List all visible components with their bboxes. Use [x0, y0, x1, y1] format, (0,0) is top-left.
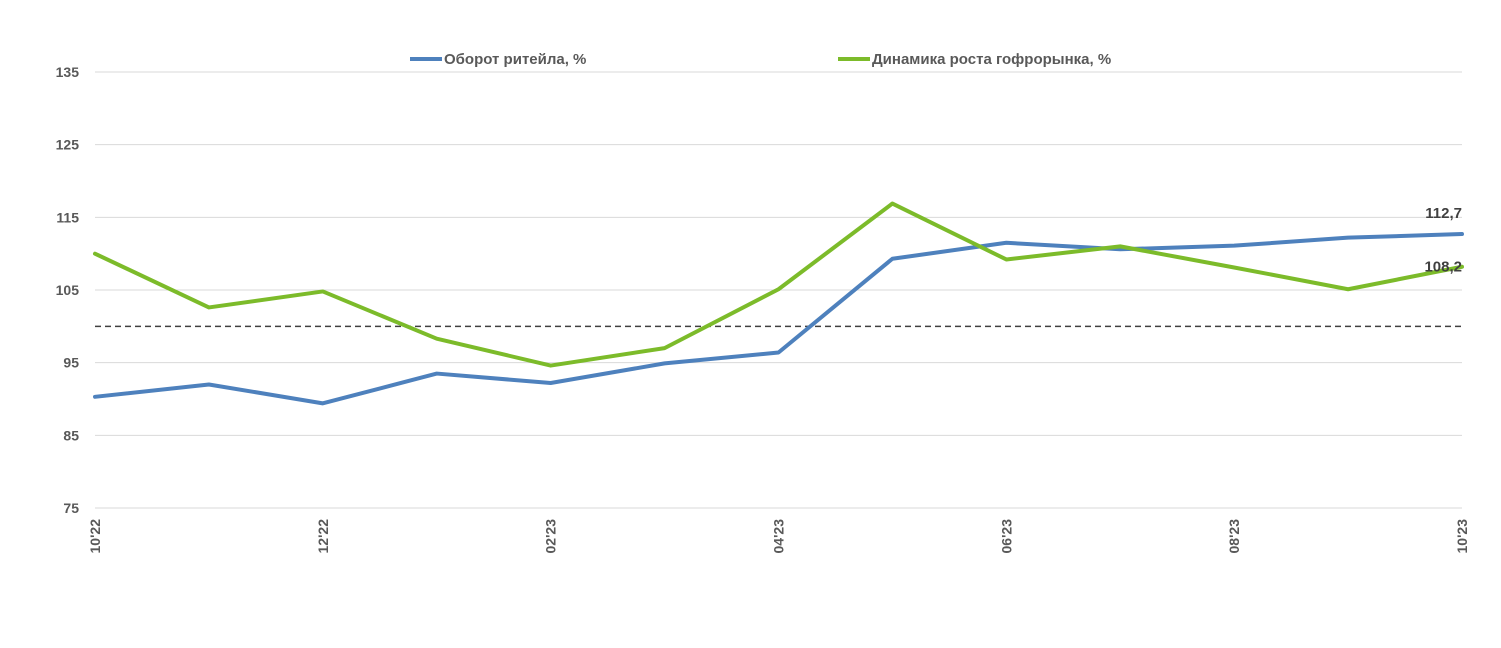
legend-label-corrugated: Динамика роста гофрорынка, %: [872, 51, 1111, 68]
x-tick-label: 06'23: [998, 519, 1014, 554]
legend-item-corrugated: Динамика роста гофрорынка, %: [838, 51, 1111, 68]
x-tick-label: 12'22: [315, 519, 331, 554]
y-tick-label: 125: [56, 137, 80, 153]
data-label-corrugated-last: 108,2: [1424, 259, 1462, 276]
x-tick-label: 10'22: [87, 519, 103, 554]
y-tick-label: 105: [56, 282, 80, 298]
y-tick-label: 85: [63, 427, 79, 443]
legend-item-retail: Оборот ритейла, %: [410, 51, 586, 68]
y-tick-label: 115: [56, 209, 79, 225]
series-line-0: [93, 232, 1464, 406]
x-tick-label: 02'23: [543, 519, 559, 554]
x-tick-label: 10'23: [1454, 519, 1470, 554]
series-lines: [93, 201, 1464, 406]
y-tick-label: 135: [56, 64, 80, 80]
y-tick-label: 75: [63, 500, 79, 516]
y-axis-ticks: 75 85 95 105 115 125 135: [56, 64, 80, 516]
x-tick-label: 08'23: [1226, 519, 1242, 554]
legend-label-retail: Оборот ритейла, %: [444, 51, 586, 68]
data-label-retail-last: 112,7: [1425, 205, 1462, 222]
x-tick-label: 04'23: [771, 519, 787, 554]
legend: Оборот ритейла, % Динамика роста гофроры…: [410, 51, 1111, 68]
series-line-1: [93, 201, 1464, 368]
y-tick-label: 95: [63, 355, 79, 371]
x-axis-ticks: 10'22 12'22 02'23 04'23 06'23 08'23 10'23: [87, 519, 1470, 554]
